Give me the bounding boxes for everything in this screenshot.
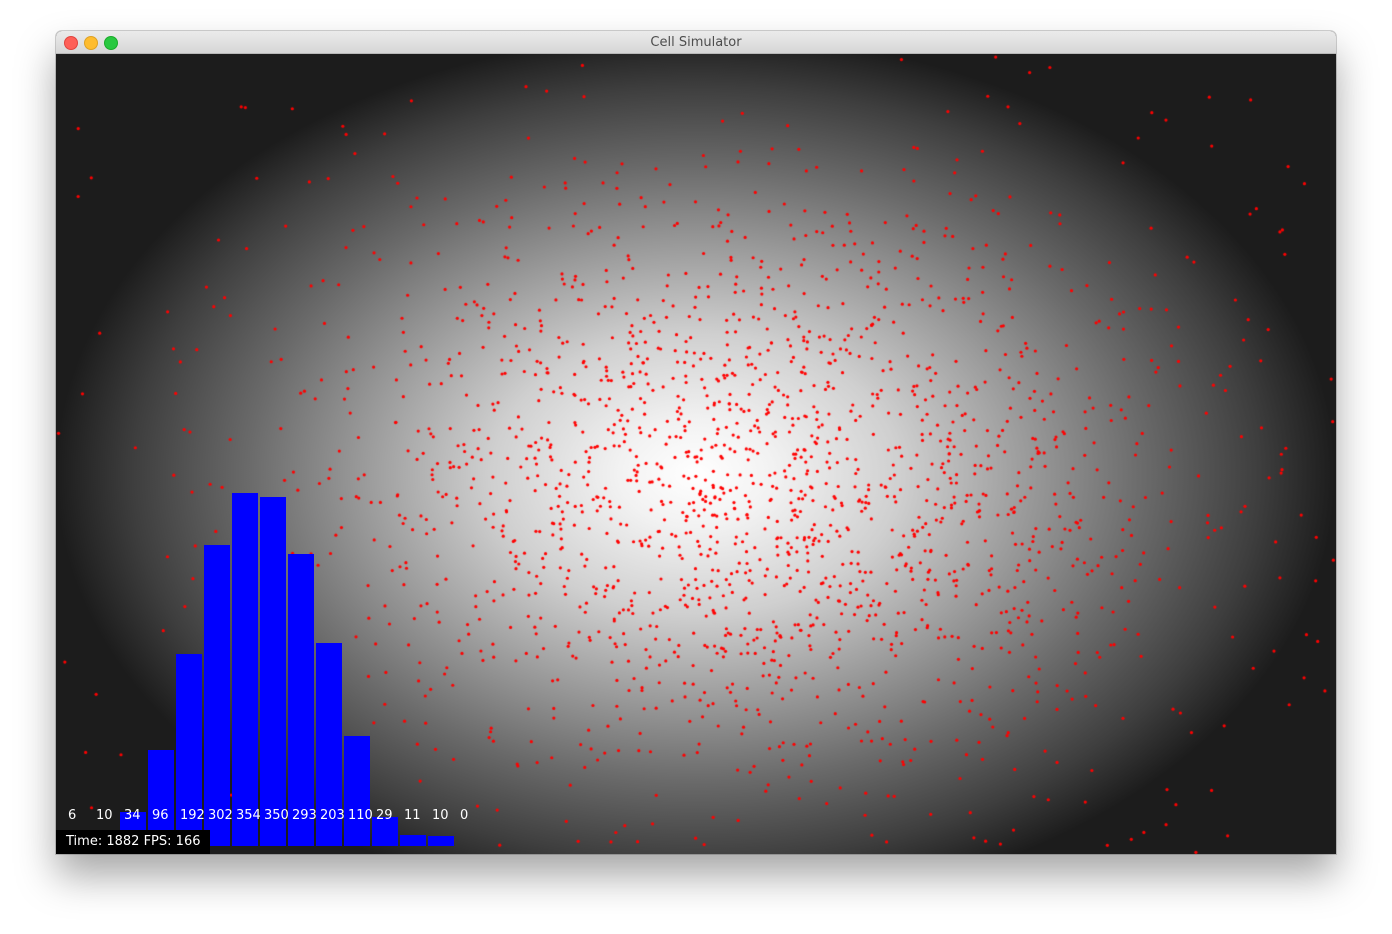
fps-label: FPS: bbox=[143, 834, 172, 849]
zoom-window-button[interactable] bbox=[104, 36, 118, 50]
histogram-bar-label: 34 bbox=[124, 808, 141, 823]
histogram-bar bbox=[260, 496, 286, 846]
histogram-bar-label: 350 bbox=[264, 808, 289, 823]
histogram-bar-label: 6 bbox=[68, 808, 77, 823]
histogram-bar-label: 0 bbox=[460, 808, 469, 823]
fps-value: 166 bbox=[175, 834, 201, 849]
time-value: 1882 bbox=[106, 834, 140, 849]
histogram-bar bbox=[288, 553, 314, 846]
histogram-bar-label: 354 bbox=[236, 808, 261, 823]
histogram-bar-label: 11 bbox=[404, 808, 421, 823]
histogram-bar-label: 10 bbox=[432, 808, 449, 823]
simulation-canvas[interactable]: 6 10 34 96 192 302 354 350 293 203 110 29 11 10 0 Time… bbox=[56, 54, 1336, 854]
time-label: Time: bbox=[66, 834, 103, 849]
title-bar[interactable]: Cell Simulator bbox=[56, 31, 1336, 54]
histogram-bar bbox=[400, 835, 426, 846]
histogram-bar bbox=[176, 654, 202, 846]
app-window: Cell Simulator 6 10 34 96 192 302 354 350 293 203… bbox=[56, 31, 1336, 854]
histogram-bar bbox=[316, 643, 342, 846]
histogram-bar-label: 293 bbox=[292, 808, 317, 823]
histogram-bar bbox=[232, 492, 258, 846]
histogram-bar-label: 96 bbox=[152, 808, 169, 823]
status-bar: Time: 1882 FPS: 166 bbox=[56, 830, 210, 854]
histogram-bar-label: 110 bbox=[348, 808, 373, 823]
minimize-window-button[interactable] bbox=[84, 36, 98, 50]
histogram-bar bbox=[344, 736, 370, 846]
histogram-bar bbox=[372, 817, 398, 846]
histogram-bar-label: 302 bbox=[208, 808, 233, 823]
histogram-bar-label: 10 bbox=[96, 808, 113, 823]
window-title: Cell Simulator bbox=[650, 35, 742, 50]
histogram-bar-label: 29 bbox=[376, 808, 393, 823]
histogram-bar bbox=[204, 544, 230, 846]
histogram-bar-label: 203 bbox=[320, 808, 345, 823]
close-window-button[interactable] bbox=[64, 36, 78, 50]
histogram-bar bbox=[428, 836, 454, 846]
histogram-bar-label: 192 bbox=[180, 808, 205, 823]
